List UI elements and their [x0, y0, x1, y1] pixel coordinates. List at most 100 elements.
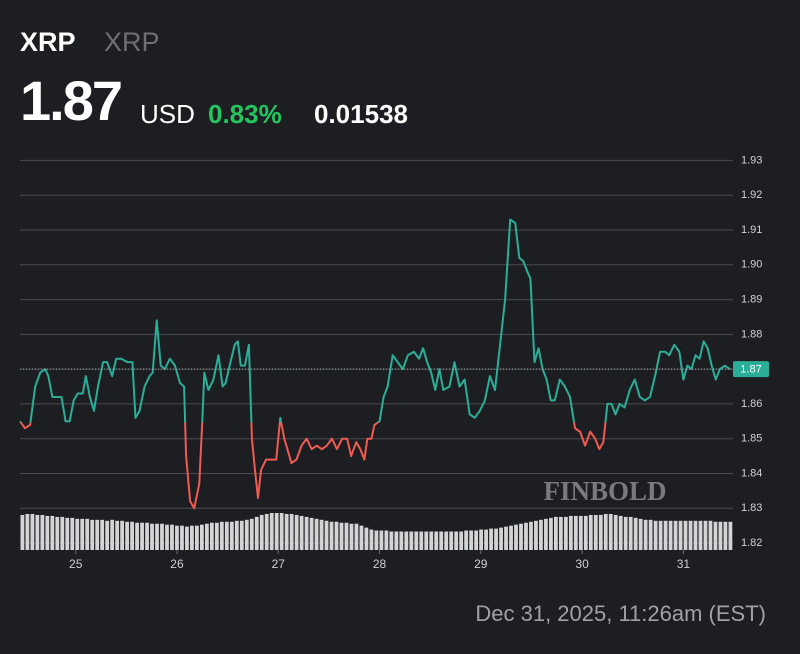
volume-bar [588, 514, 593, 550]
y-tick-label: 1.91 [741, 224, 762, 236]
volume-bar [289, 513, 294, 550]
volume-bar [499, 527, 503, 550]
volume-bar [539, 519, 543, 550]
y-tick-label: 1.90 [741, 259, 762, 271]
volume-bar [404, 531, 409, 550]
volume-bar [613, 514, 618, 550]
volume-bar [50, 515, 55, 550]
volume-bar [618, 515, 623, 550]
volume-bar [464, 530, 469, 550]
volume-bar [608, 513, 613, 550]
volume-bar [409, 531, 414, 550]
volume-bar [449, 531, 454, 550]
volume-bar [175, 525, 179, 550]
currency: USD [140, 99, 195, 129]
volume-bar [324, 520, 329, 550]
volume-bar [180, 525, 184, 550]
x-tick-label: 27 [272, 557, 286, 571]
x-tick-label: 31 [677, 557, 691, 571]
volume-bar [329, 521, 334, 550]
volume-bar [304, 516, 309, 550]
y-tick-label: 1.84 [741, 467, 762, 479]
volume-bar [723, 521, 728, 550]
volume-bar [95, 519, 100, 550]
volume-bar [20, 514, 25, 550]
volume-bar [140, 522, 144, 550]
volume-bar [469, 530, 474, 550]
volume-bar [494, 528, 498, 550]
volume-bar [549, 517, 553, 550]
volume-bar [728, 521, 733, 550]
x-tick-label: 28 [373, 557, 387, 571]
volume-bar [195, 525, 199, 550]
volume-bar [100, 519, 105, 550]
volume-bar [484, 529, 488, 550]
volume-bar [284, 513, 289, 550]
y-tick-label: 1.89 [741, 293, 762, 305]
volume-bar [60, 516, 65, 550]
volume-bar [75, 518, 80, 550]
volume-bar [80, 518, 85, 550]
volume-bar [339, 522, 344, 550]
volume-bar [364, 527, 369, 550]
volume-bar [125, 521, 129, 550]
volume-bar [85, 518, 90, 550]
volume-bar [354, 523, 359, 550]
volume-bar [444, 531, 449, 550]
volume-bar [279, 513, 284, 550]
volume-bar [259, 514, 264, 550]
volume-bar [718, 521, 723, 550]
volume-bar [70, 517, 75, 550]
volume-bar [224, 521, 229, 550]
volume-bar [568, 515, 573, 550]
volume-bar [90, 519, 95, 550]
volume-bar [334, 521, 339, 550]
volume-bar [55, 516, 60, 550]
volume-bar [314, 518, 319, 550]
volume-bar [439, 531, 444, 550]
volume-bar [264, 513, 269, 550]
volume-bar [663, 520, 668, 550]
volume-bar [269, 513, 274, 550]
volume-bar [514, 524, 518, 550]
y-tick-label: 1.82 [741, 537, 762, 549]
volume-bar [489, 528, 493, 550]
x-tick-label: 30 [575, 557, 589, 571]
volume-bar [199, 524, 204, 550]
volume-bar [678, 520, 683, 550]
volume-bar [120, 520, 125, 550]
volume-bar [399, 531, 404, 550]
volume-bar [544, 518, 548, 550]
volume-bar [603, 513, 608, 550]
volume-bar [688, 520, 693, 550]
price-line [19, 218, 731, 510]
price: 1.87 [20, 69, 121, 132]
volume-bar [474, 530, 479, 550]
last-value-label: 1.87 [740, 364, 761, 376]
volume-bar [628, 516, 633, 550]
volume-bar [229, 521, 234, 550]
timestamp: Dec 31, 2025, 11:26am (EST) [475, 601, 766, 626]
volume-bar [703, 520, 708, 550]
volume-bar [110, 519, 115, 550]
y-tick-label: 1.88 [741, 328, 762, 340]
volume-bar [219, 521, 224, 550]
volume-bar [150, 523, 154, 550]
volume-bar [424, 531, 429, 550]
volume-bar [578, 515, 583, 550]
volume-bar [214, 522, 219, 550]
volume-bar [40, 514, 45, 550]
volume-bar [683, 520, 688, 550]
volume-bar [419, 531, 424, 550]
change: 0.01538 [314, 99, 408, 129]
volume-bar [234, 520, 239, 550]
volume-bar [130, 521, 134, 550]
volume-bar [558, 516, 563, 550]
volume-bar [434, 531, 439, 550]
volume-bar [160, 523, 164, 550]
y-tick-label: 1.86 [741, 398, 762, 410]
volume-bar [519, 523, 523, 550]
volume-bar [165, 524, 169, 550]
